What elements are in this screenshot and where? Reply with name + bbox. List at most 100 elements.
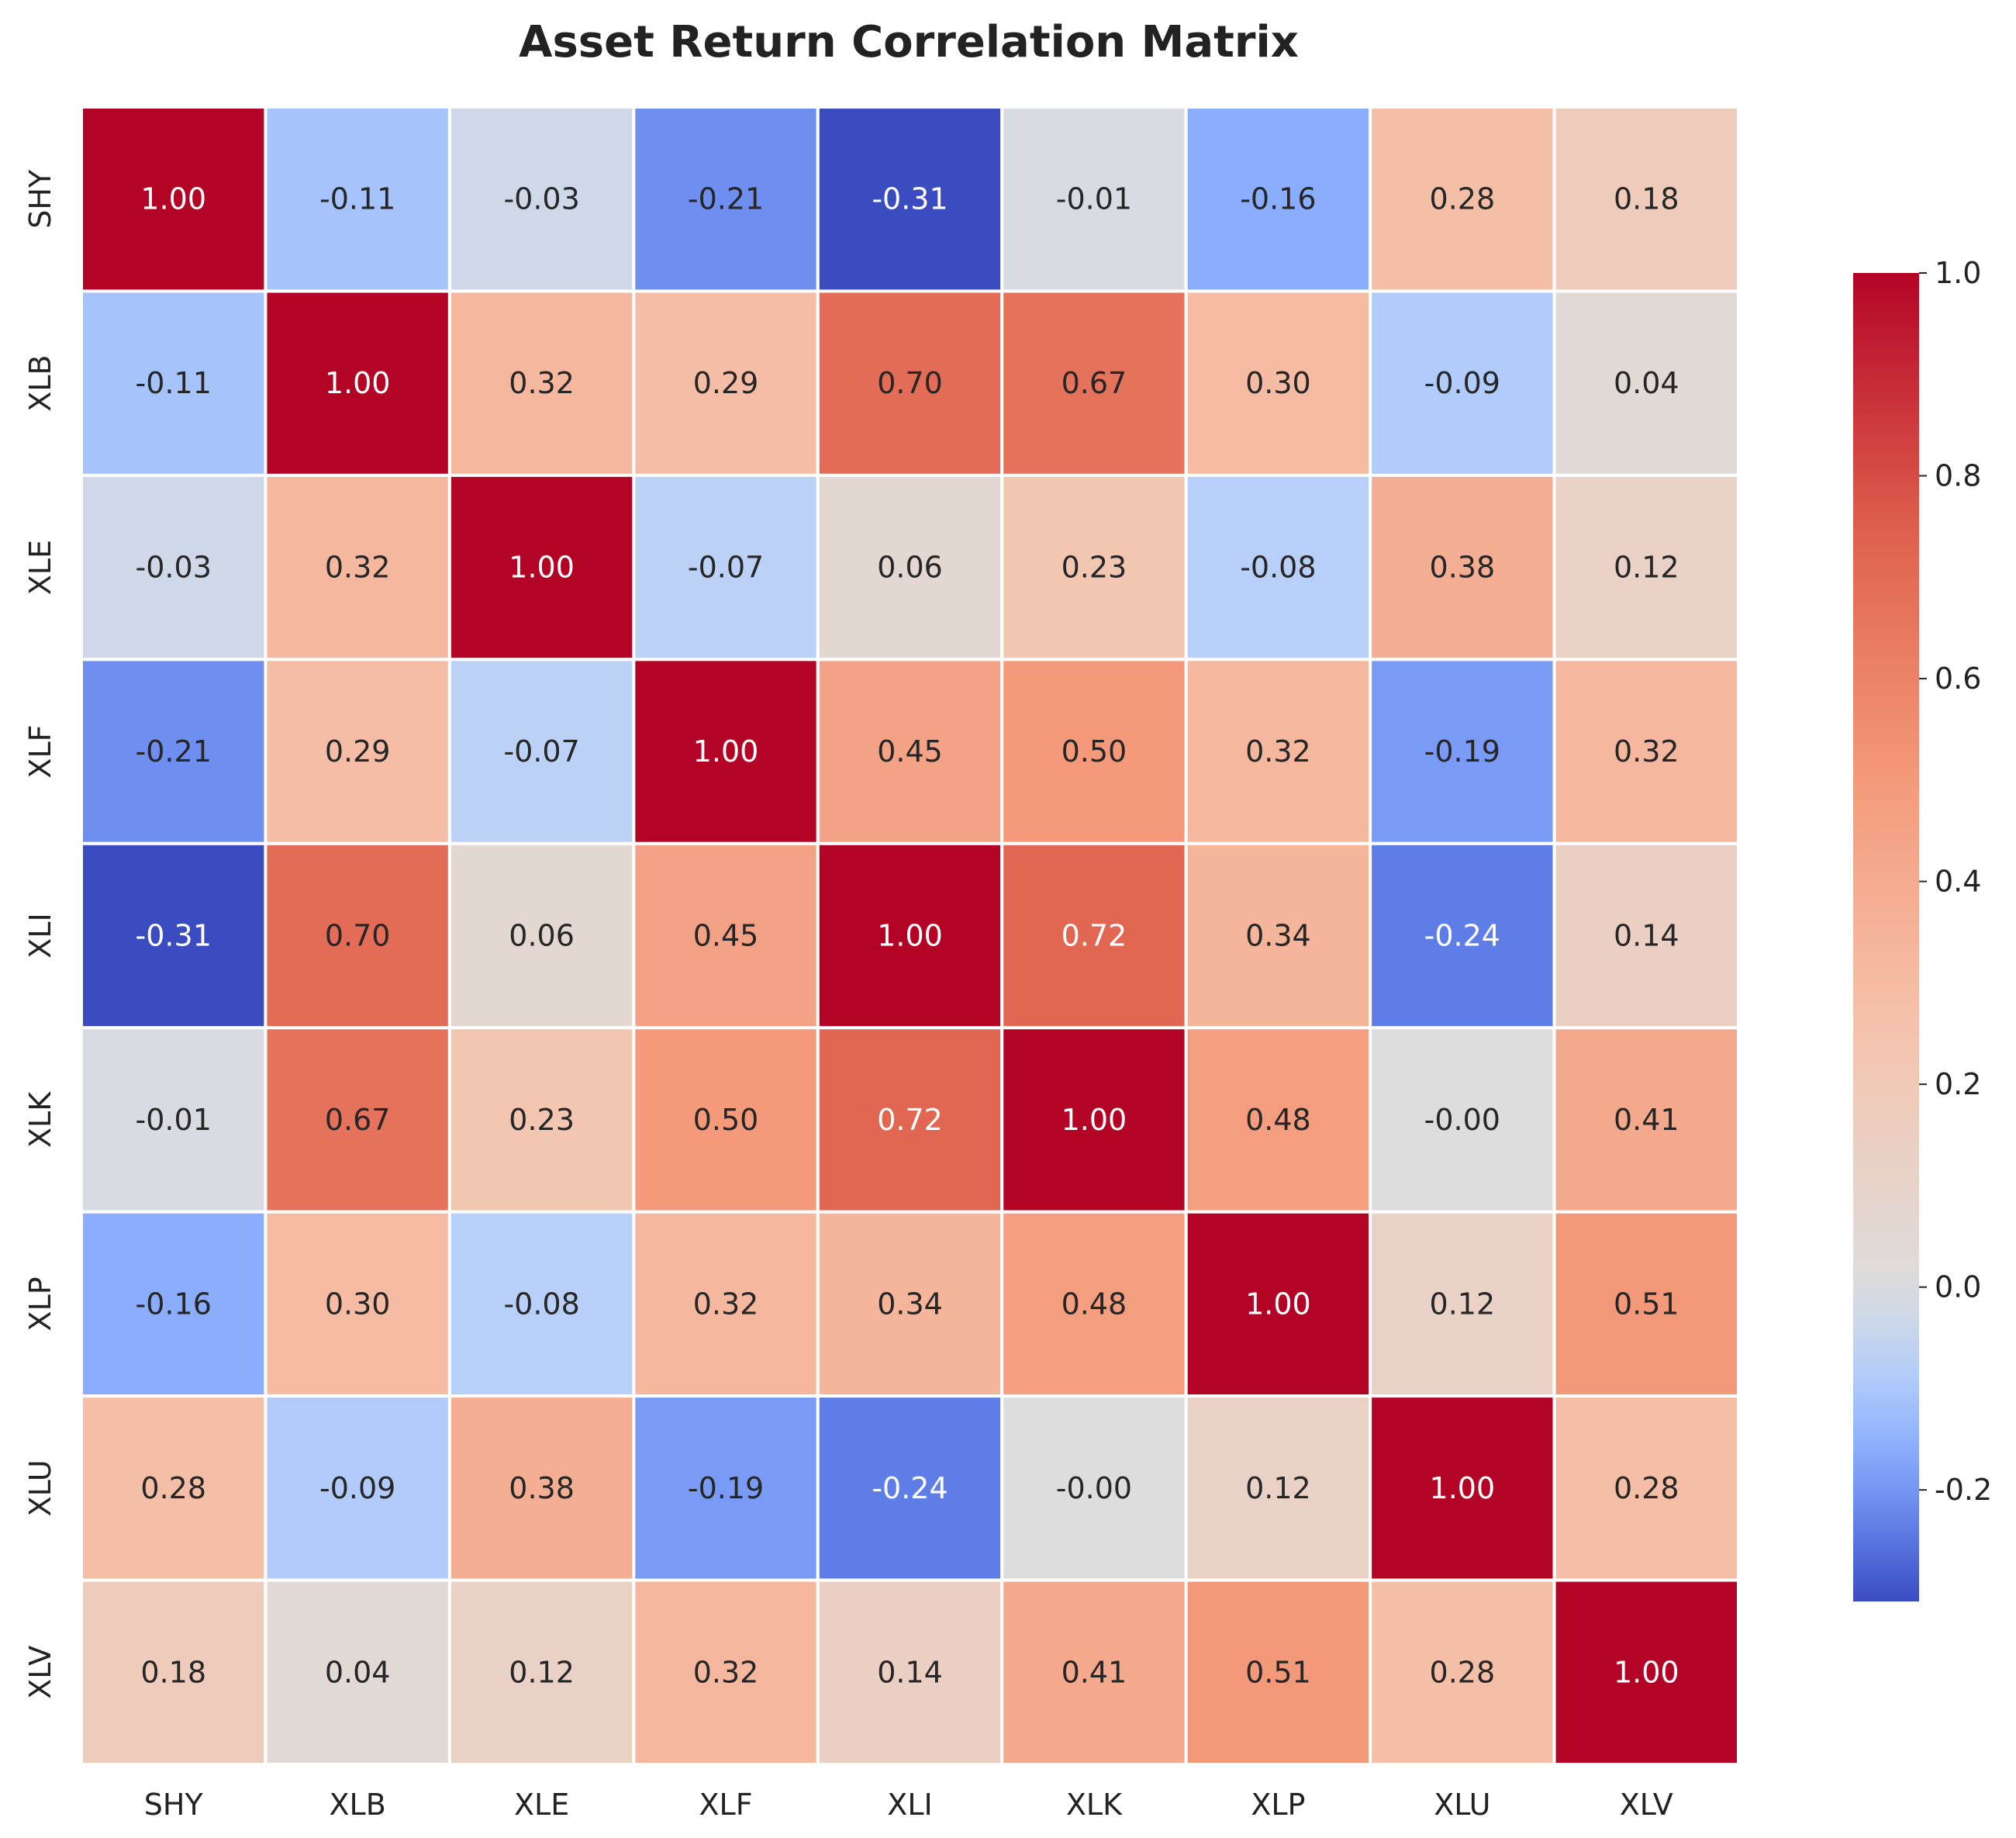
heatmap-cell-XLI-XLK bbox=[1000, 841, 1188, 1030]
cell-value-label: 1.00 bbox=[693, 734, 759, 769]
cell-value-label: 0.12 bbox=[1614, 551, 1679, 585]
cell-value-label: 1.00 bbox=[1062, 1103, 1127, 1137]
x-tick-label: XLF bbox=[699, 1788, 753, 1822]
x-tick-label: XLV bbox=[1620, 1788, 1673, 1822]
heatmap-cell-XLF-SHY bbox=[80, 658, 268, 845]
colorbar-gradient bbox=[1853, 273, 1919, 1601]
heatmap-cell-XLE-XLI bbox=[816, 473, 1004, 662]
heatmap-cell-XLV-XLF bbox=[632, 1578, 820, 1766]
cell-value-label: -0.11 bbox=[319, 182, 395, 216]
heatmap-cell-XLK-SHY bbox=[80, 1026, 268, 1214]
cell-value-label: -0.21 bbox=[688, 182, 764, 216]
chart-title: Asset Return Correlation Matrix bbox=[519, 17, 1299, 67]
x-axis-tick-labels: SHY XLB XLE XLF XLI XLK XLP XLU XLV bbox=[144, 1788, 1673, 1822]
cell-value-label: -0.11 bbox=[136, 366, 212, 400]
cell-value-label: 1.00 bbox=[1245, 1287, 1311, 1321]
cell-value-label: -0.31 bbox=[872, 182, 948, 216]
heatmap-cell-XLI-XLF bbox=[632, 841, 820, 1030]
cell-value-label: 0.45 bbox=[877, 734, 943, 769]
cell-value-label: 0.34 bbox=[1245, 919, 1311, 953]
cell-value-label: 0.34 bbox=[877, 1287, 943, 1321]
heatmap-cell-XLK-XLF bbox=[632, 1026, 820, 1214]
colorbar-tick-label: 0.2 bbox=[1935, 1067, 1981, 1101]
cell-value-label: 0.51 bbox=[1245, 1655, 1311, 1689]
heatmap-cell-XLI-XLE bbox=[447, 841, 636, 1030]
cell-value-label: 0.28 bbox=[140, 1471, 206, 1505]
cell-value-label: -0.24 bbox=[1424, 919, 1500, 953]
cell-value-label: 0.51 bbox=[1614, 1287, 1679, 1321]
heatmap-cell-XLU-SHY bbox=[80, 1394, 268, 1582]
cell-value-label: 0.18 bbox=[1614, 182, 1679, 216]
heatmap-cell-XLE-XLB bbox=[264, 473, 451, 662]
heatmap-cell-XLE-XLF bbox=[632, 473, 820, 662]
heatmap-cell-XLE-XLE bbox=[447, 473, 636, 662]
x-tick-label: XLU bbox=[1434, 1788, 1490, 1822]
heatmap-cell-XLB-XLI bbox=[816, 289, 1004, 477]
cell-value-label: 0.23 bbox=[509, 1103, 575, 1137]
heatmap-cell-XLU-XLI bbox=[816, 1394, 1004, 1582]
x-tick-label: XLB bbox=[330, 1788, 386, 1822]
cell-value-label: 0.48 bbox=[1245, 1103, 1311, 1137]
heatmap-cell-XLU-XLP bbox=[1184, 1394, 1372, 1582]
heatmap-cell-XLV-SHY bbox=[80, 1578, 268, 1766]
heatmap-cell-XLU-XLV bbox=[1552, 1394, 1740, 1582]
cell-value-label: 0.70 bbox=[325, 919, 391, 953]
cell-value-label: 0.12 bbox=[1245, 1471, 1311, 1505]
cell-value-label: 0.30 bbox=[1245, 366, 1311, 400]
heatmap-cell-SHY-XLK bbox=[1000, 105, 1188, 293]
heatmap-cell-XLK-XLI bbox=[816, 1026, 1004, 1214]
heatmap-cell-SHY-XLU bbox=[1369, 105, 1556, 293]
heatmap-cell-SHY-SHY bbox=[80, 105, 268, 293]
cell-value-label: -0.09 bbox=[1424, 366, 1500, 400]
heatmap-cell-XLK-XLV bbox=[1552, 1026, 1740, 1214]
cell-value-label: -0.07 bbox=[688, 551, 764, 585]
heatmap-cell-XLI-SHY bbox=[80, 841, 268, 1030]
cell-value-label: 0.28 bbox=[1614, 1471, 1679, 1505]
cell-value-label: -0.19 bbox=[1424, 734, 1500, 769]
cell-value-label: 0.67 bbox=[1062, 366, 1127, 400]
cell-value-label: 0.12 bbox=[1430, 1287, 1496, 1321]
colorbar-tick-label: 0.4 bbox=[1935, 865, 1981, 899]
cell-value-label: 0.38 bbox=[509, 1471, 575, 1505]
cell-value-label: 0.04 bbox=[1614, 366, 1679, 400]
cell-value-label: 0.32 bbox=[693, 1655, 759, 1689]
cell-value-label: 0.32 bbox=[693, 1287, 759, 1321]
colorbar-tick-label: 1.0 bbox=[1935, 256, 1981, 290]
cell-value-label: -0.09 bbox=[319, 1471, 395, 1505]
cell-value-label: 0.23 bbox=[1062, 551, 1127, 585]
cell-value-label: 0.29 bbox=[325, 734, 391, 769]
heatmap-cell-XLU-XLK bbox=[1000, 1394, 1188, 1582]
heatmap-cell-XLB-XLE bbox=[447, 289, 636, 477]
cell-value-label: 0.29 bbox=[693, 366, 759, 400]
heatmap-cell-XLP-XLB bbox=[264, 1210, 451, 1398]
heatmap-cell-XLV-XLB bbox=[264, 1578, 451, 1766]
cell-value-label: -0.08 bbox=[503, 1287, 579, 1321]
heatmap-cell-XLV-XLE bbox=[447, 1578, 636, 1766]
y-axis-tick-labels: SHY XLB XLE XLF XLI XLK XLP XLU XLV bbox=[23, 169, 57, 1699]
heatmap-cell-XLK-XLU bbox=[1369, 1026, 1556, 1214]
heatmap-cell-XLB-XLU bbox=[1369, 289, 1556, 477]
heatmap-cell-XLV-XLV bbox=[1552, 1578, 1740, 1766]
cell-value-label: 0.30 bbox=[325, 1287, 391, 1321]
cell-value-label: -0.07 bbox=[503, 734, 579, 769]
cell-value-label: 0.32 bbox=[509, 366, 575, 400]
cell-value-label: 0.72 bbox=[877, 1103, 943, 1137]
heatmap-cell-XLE-XLV bbox=[1552, 473, 1740, 662]
cell-value-label: -0.16 bbox=[136, 1287, 212, 1321]
cell-value-label: 0.41 bbox=[1062, 1655, 1127, 1689]
heatmap-cell-XLE-SHY bbox=[80, 473, 268, 662]
cell-value-label: -0.03 bbox=[136, 551, 212, 585]
cell-value-label: 0.41 bbox=[1614, 1103, 1679, 1137]
cell-value-label: 0.32 bbox=[1614, 734, 1679, 769]
cell-value-label: -0.03 bbox=[503, 182, 579, 216]
cell-value-label: -0.16 bbox=[1240, 182, 1316, 216]
cell-value-label: 0.32 bbox=[325, 551, 391, 585]
y-tick-label: XLV bbox=[23, 1646, 57, 1699]
cell-value-label: -0.00 bbox=[1056, 1471, 1132, 1505]
cell-value-label: -0.24 bbox=[872, 1471, 948, 1505]
cell-value-label: 0.04 bbox=[325, 1655, 391, 1689]
heatmap-cell-XLF-XLF bbox=[632, 658, 820, 845]
cell-value-label: -0.31 bbox=[136, 919, 212, 953]
heatmap-cell-labels: 1.00 -0.11 -0.03 -0.21 -0.31 -0.01 -0.16 0.28 0.… bbox=[136, 182, 1679, 1690]
